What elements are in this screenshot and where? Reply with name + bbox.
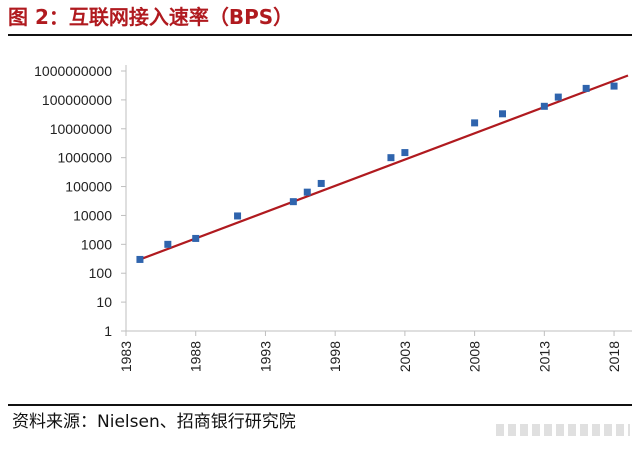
x-tick-label: 2013: [536, 341, 552, 372]
trendline: [139, 74, 629, 261]
y-tick-label: 1000000000: [34, 63, 112, 79]
x-tick-labels: 1983 1988 1993 1998 2003 2008 2013 2018: [118, 341, 622, 372]
y-tick-label: 1: [104, 323, 112, 339]
data-point: [289, 198, 297, 206]
x-tick-label: 1983: [118, 341, 134, 372]
data-point: [234, 212, 242, 220]
top-rule: [8, 34, 632, 36]
data-points: [136, 82, 618, 263]
data-point: [387, 154, 395, 162]
x-tick-label: 2008: [467, 341, 483, 372]
data-point: [303, 188, 311, 196]
y-tick-label: 100: [89, 265, 113, 281]
axes: [121, 65, 632, 336]
data-point: [136, 255, 144, 263]
y-tick-labels: 1 10 100 1000 10000 100000 1000000 10000000 1000…: [34, 63, 112, 339]
y-tick-label: 1000000: [57, 150, 112, 166]
data-point: [499, 110, 506, 118]
y-tick-label: 10: [96, 294, 112, 310]
x-tick-label: 1988: [188, 341, 204, 372]
chart-title: 图 2：互联网接入速率（BPS）: [8, 5, 294, 29]
data-point: [401, 149, 409, 157]
x-tick-label: 2018: [606, 341, 622, 372]
data-point: [471, 119, 479, 127]
y-tick-label: 10000000: [50, 121, 113, 137]
bottom-rule: [8, 404, 632, 406]
data-point: [582, 84, 590, 92]
data-point: [164, 240, 172, 248]
data-point: [192, 234, 200, 242]
x-tick-label: 1998: [327, 341, 343, 372]
data-point: [554, 93, 562, 101]
y-tick-label: 100000000: [42, 92, 112, 108]
watermark: [496, 424, 630, 436]
data-point: [610, 82, 618, 90]
y-tick-label: 1000: [81, 236, 112, 252]
y-tick-label: 100000: [65, 179, 112, 195]
source-note: 资料来源：Nielsen、招商银行研究院: [12, 412, 296, 432]
data-point: [317, 179, 325, 187]
data-point: [540, 102, 548, 110]
x-tick-label: 1993: [257, 341, 273, 372]
trendline-layer: [139, 74, 629, 261]
x-tick-label: 2003: [397, 341, 413, 372]
y-tick-label: 10000: [73, 207, 112, 223]
